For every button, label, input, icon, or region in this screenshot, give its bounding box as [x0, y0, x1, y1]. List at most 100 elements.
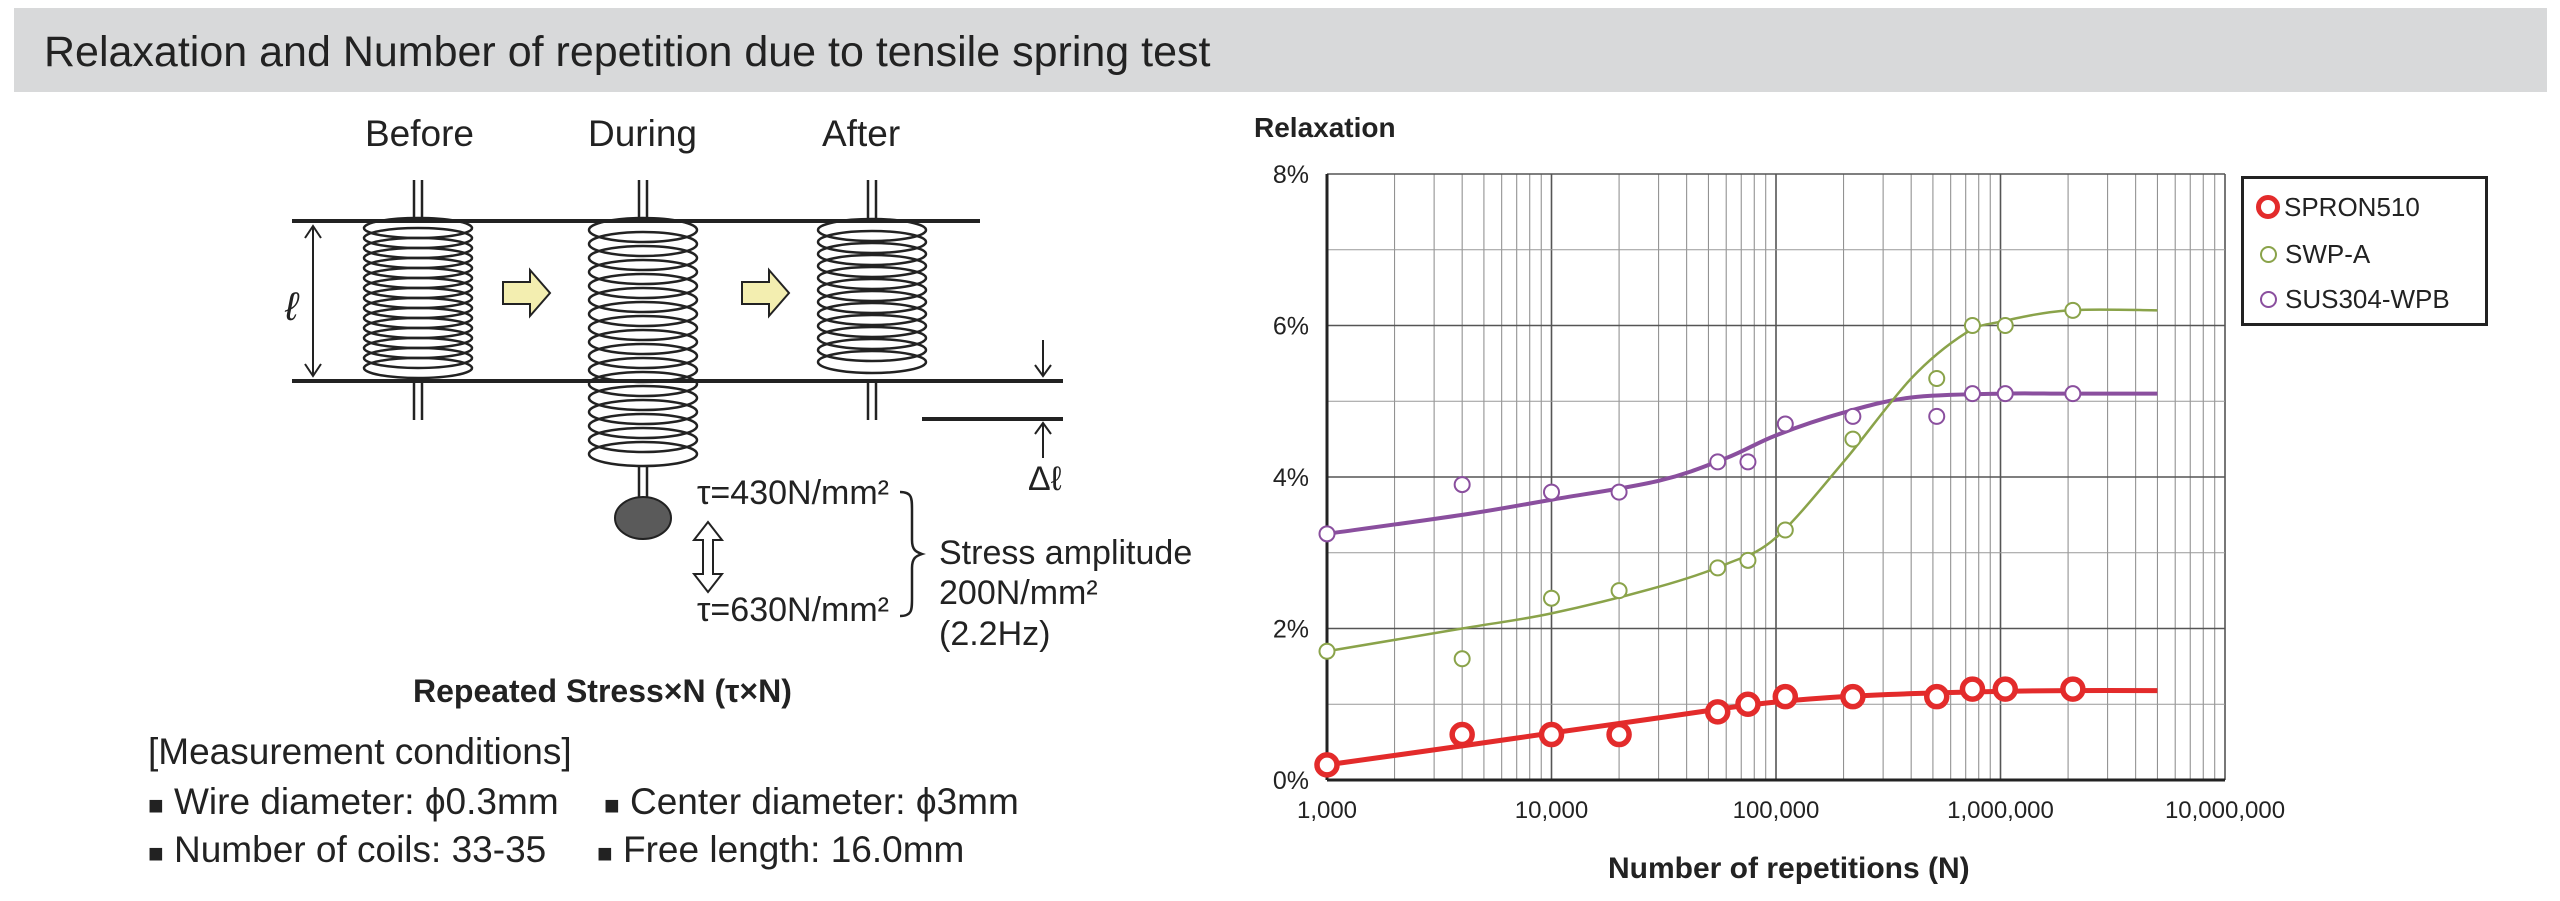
tau-high-label: τ=430N/mm² — [697, 474, 889, 512]
data-point-swp-a — [1739, 551, 1757, 569]
before-spring — [362, 180, 474, 420]
data-point-swp-a — [1928, 370, 1946, 388]
data-point-sus304-wpb — [1453, 476, 1471, 494]
data-point-sus304-wpb — [1844, 407, 1862, 425]
length-dimension-arrow — [304, 224, 322, 378]
y-tick-label: 6% — [1273, 313, 1309, 341]
data-point-spron510 — [1959, 676, 1986, 702]
data-point-sus304-wpb — [1776, 415, 1794, 433]
condition-text: Free length: 16.0mm — [623, 829, 965, 870]
double-arrow-icon — [691, 520, 725, 594]
series-layer — [1314, 301, 2158, 778]
y-tick-label: 8% — [1273, 161, 1309, 189]
tick-layer: 0% 2% 4% 6% 8% 1,000 10,000 100,000 1,000,000 10,… — [1273, 161, 2285, 824]
amplitude-line1: Stress amplitude — [939, 534, 1193, 572]
data-point-sus304-wpb — [1928, 407, 1946, 425]
weight-ball — [614, 496, 672, 540]
condition-text: Number of coils: 33-35 — [174, 829, 547, 870]
page-title: Relaxation and Number of repetition due … — [44, 28, 1211, 76]
amplitude-line2: 200N/mm² — [939, 574, 1098, 612]
data-point-sus304-wpb — [1963, 385, 1981, 403]
y-axis-title: Relaxation — [1254, 112, 1396, 143]
legend-label: SUS304-WPB — [2285, 283, 2450, 314]
bullet-icon: ■ — [604, 790, 620, 820]
data-point-spron510 — [2060, 676, 2086, 702]
series-line-swp-a — [1326, 308, 2158, 653]
stage-during-label: During — [588, 113, 697, 154]
chart-legend: SPRON510 SWP-A SUS304-WPB — [2241, 176, 2488, 326]
condition-text: Wire diameter: ϕ0.3mm — [174, 781, 559, 822]
legend-marker — [2256, 195, 2280, 219]
data-point-spron510 — [1449, 721, 1475, 748]
data-point-sus304-wpb — [1996, 385, 2014, 403]
data-point-spron510 — [1992, 676, 2019, 702]
legend-item-spron510: SPRON510 — [2256, 187, 2420, 227]
data-point-swp-a — [1453, 650, 1471, 668]
amplitude-line3: (2.2Hz) — [939, 615, 1051, 653]
condition-item: ■ Wire diameter: ϕ0.3mm — [148, 781, 559, 823]
data-point-swp-a — [2064, 301, 2082, 319]
condition-text: Center diameter: ϕ3mm — [630, 781, 1019, 822]
legend-marker — [2260, 245, 2277, 263]
spring-test-diagram — [292, 180, 1063, 618]
data-point-spron510 — [1772, 683, 1799, 710]
data-point-swp-a — [1543, 589, 1560, 607]
bullet-icon: ■ — [148, 838, 164, 868]
data-point-swp-a — [1963, 317, 1981, 334]
data-point-sus304-wpb — [1543, 483, 1560, 501]
x-tick-label: 1,000 — [1297, 797, 1357, 824]
y-tick-label: 0% — [1273, 767, 1309, 795]
legend-label: SPRON510 — [2284, 191, 2420, 222]
data-point-swp-a — [1844, 430, 1862, 448]
y-tick-label: 2% — [1273, 616, 1309, 644]
legend-marker — [2260, 290, 2277, 308]
data-point-spron510 — [1735, 691, 1761, 717]
condition-item: ■ Center diameter: ϕ3mm — [604, 781, 1019, 823]
data-point-spron510 — [1704, 699, 1731, 725]
y-tick-label: 4% — [1273, 464, 1309, 492]
data-point-swp-a — [1709, 559, 1727, 577]
header-bar: Relaxation and Number of repetition due … — [14, 8, 2547, 92]
conditions-heading: [Measurement conditions] — [148, 731, 572, 772]
length-symbol: ℓ — [285, 285, 298, 329]
transition-arrow-icon — [741, 267, 791, 319]
data-point-sus304-wpb — [1709, 453, 1727, 471]
data-point-spron510 — [1840, 683, 1866, 710]
data-point-sus304-wpb — [1318, 525, 1336, 543]
stage-before-label: Before — [365, 113, 475, 154]
data-point-spron510 — [1314, 752, 1340, 778]
transition-arrow-icon — [502, 267, 552, 319]
data-point-swp-a — [1610, 582, 1628, 600]
data-point-spron510 — [1538, 721, 1565, 748]
diagram-caption: Repeated Stress×N (τ×N) — [413, 673, 792, 709]
data-point-swp-a — [1996, 317, 2014, 334]
stage-after-label: After — [822, 113, 901, 154]
series-line-sus304-wpb — [1326, 391, 2158, 536]
brace-icon — [899, 490, 926, 618]
data-point-spron510 — [1923, 683, 1950, 710]
data-point-sus304-wpb — [1739, 453, 1757, 471]
condition-item: ■ Free length: 16.0mm — [597, 829, 964, 871]
x-tick-label: 1,000,000 — [1947, 797, 2054, 824]
data-point-sus304-wpb — [2064, 385, 2082, 403]
legend-item-swp-a: SWP-A — [2256, 234, 2370, 274]
grid-layer — [1325, 173, 2226, 782]
bullet-icon: ■ — [148, 790, 164, 820]
delta-arrows — [1034, 340, 1052, 458]
data-point-spron510 — [1606, 721, 1632, 748]
legend-item-sus304-wpb: SUS304-WPB — [2256, 279, 2450, 319]
x-axis-title: Number of repetitions (N) — [1608, 852, 1970, 885]
series-line-spron510 — [1326, 688, 2158, 768]
data-point-sus304-wpb — [1610, 483, 1628, 501]
data-point-swp-a — [1776, 521, 1794, 539]
x-tick-label: 10,000 — [1515, 797, 1588, 824]
after-spring — [816, 180, 928, 420]
legend-label: SWP-A — [2285, 238, 2371, 269]
delta-length-symbol: Δℓ — [1028, 460, 1062, 498]
tau-low-label: τ=630N/mm² — [697, 591, 889, 629]
data-point-swp-a — [1318, 642, 1336, 660]
x-tick-label: 100,000 — [1733, 797, 1820, 824]
bullet-icon: ■ — [597, 838, 613, 868]
x-tick-label: 10,000,000 — [2165, 797, 2285, 824]
